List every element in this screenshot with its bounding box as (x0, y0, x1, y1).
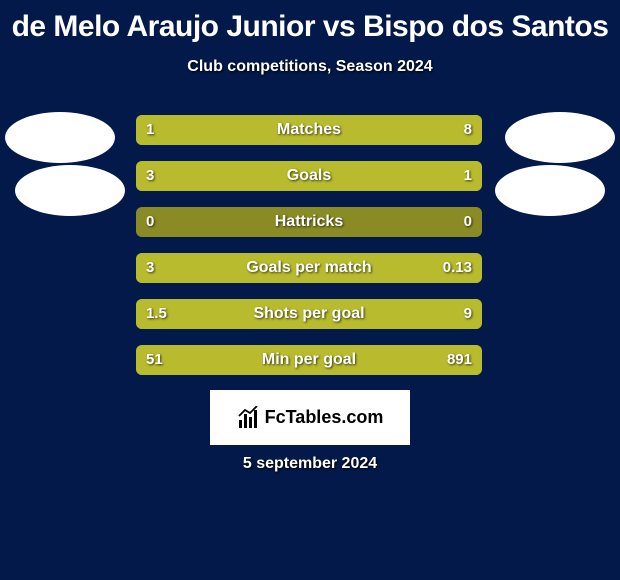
avatar-right-1 (505, 112, 615, 163)
bars-container: 18Matches 31Goals 00Hattricks 30.13Goals pe… (136, 115, 482, 375)
bar-row: 30.13Goals per match (136, 253, 482, 283)
badge-text: FcTables.com (265, 407, 384, 428)
site-badge: FcTables.com (210, 390, 410, 445)
bar-label: Goals (136, 161, 482, 191)
bar-label: Shots per goal (136, 299, 482, 329)
bar-row: 31Goals (136, 161, 482, 191)
bar-label: Hattricks (136, 207, 482, 237)
footer-date: 5 september 2024 (0, 455, 620, 473)
bar-label: Goals per match (136, 253, 482, 283)
page-subtitle: Club competitions, Season 2024 (0, 58, 620, 76)
bar-row: 00Hattricks (136, 207, 482, 237)
avatar-left-2 (15, 165, 125, 216)
bar-label: Min per goal (136, 345, 482, 375)
avatar-right-2 (495, 165, 605, 216)
bar-row: 1.59Shots per goal (136, 299, 482, 329)
bar-row: 18Matches (136, 115, 482, 145)
badge-inner: FcTables.com (237, 406, 384, 430)
chart-icon (237, 406, 261, 430)
bar-label: Matches (136, 115, 482, 145)
page-title: de Melo Araujo Junior vs Bispo dos Santo… (0, 0, 620, 44)
bar-row: 51891Min per goal (136, 345, 482, 375)
avatar-left-1 (5, 112, 115, 163)
